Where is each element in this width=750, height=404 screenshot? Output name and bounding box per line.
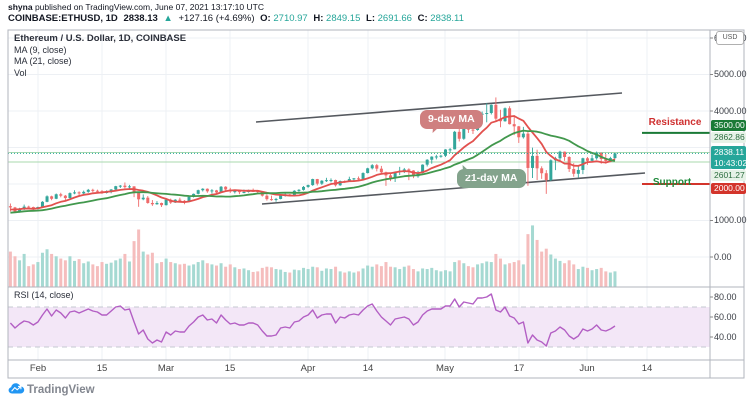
tradingview-brand[interactable]: TradingView	[27, 384, 95, 396]
rsi-legend: RSI (14, close)	[14, 290, 74, 300]
ma21-callout: 21-day MA	[457, 169, 526, 188]
currency-toggle-button[interactable]: USD	[716, 31, 744, 45]
chart-title: Ethereum / U.S. Dollar, 1D, COINBASE	[14, 33, 187, 44]
price-axis-label: 4000.00	[714, 105, 747, 116]
resistance-price-badge: 3500.00	[711, 120, 746, 131]
tradingview-logo-icon[interactable]	[8, 382, 25, 397]
current-price-badge: 2838.11 10:43:02	[711, 146, 748, 169]
ma9-callout: 9-day MA	[420, 110, 483, 129]
high-label: H:	[313, 13, 324, 24]
bar-countdown: 10:43:02	[714, 157, 748, 168]
time-axis-label: 14	[362, 363, 374, 374]
rsi-axis-label: 40.00	[714, 331, 737, 342]
time-axis-label: Feb	[29, 363, 47, 374]
alert-high-price-badge: 2862.86	[711, 132, 746, 143]
publish-text: published on TradingView.com, June 07, 2…	[32, 2, 264, 12]
main-pane-legend: Ethereum / U.S. Dollar, 1D, COINBASE MA …	[14, 33, 186, 79]
rsi-axis-label: 60.00	[714, 311, 737, 322]
resistance-label: Resistance	[648, 117, 702, 128]
time-axis-label: May	[436, 363, 454, 374]
rsi-axis-label: 80.00	[714, 291, 737, 302]
close-label: C:	[417, 13, 428, 24]
time-axis-label: 15	[224, 363, 236, 374]
low-value: 2691.66	[377, 13, 412, 24]
publish-info: shyna published on TradingView.com, June…	[8, 2, 264, 12]
low-label: L:	[366, 13, 375, 24]
time-axis-label: 14	[641, 363, 653, 374]
symbol-name: COINBASE:ETHUSD, 1D	[8, 13, 118, 24]
price-axis-label: 5000.00	[714, 69, 747, 79]
current-price-value: 2838.11	[714, 147, 745, 157]
symbol-header: COINBASE:ETHUSD, 1D 2838.13 ▲ +127.16 (+…	[8, 13, 467, 24]
open-label: O:	[260, 13, 271, 24]
author-name: shyna	[8, 2, 33, 12]
last-price: 2838.13	[123, 13, 158, 24]
time-axis-label: Mar	[157, 363, 175, 374]
time-axis-label: Apr	[300, 363, 316, 374]
alert-low-price-badge: 2601.27	[711, 170, 746, 181]
close-value: 2838.11	[430, 13, 464, 24]
ma21-legend: MA (21, close)	[14, 56, 72, 66]
price-axis-label: 0.00	[714, 251, 732, 262]
price-axis-label: 1000.00	[714, 215, 747, 225]
high-value: 2849.15	[326, 13, 361, 24]
support-label: Support	[652, 177, 692, 188]
volume-legend: Vol	[14, 67, 27, 78]
up-arrow-icon: ▲	[163, 13, 173, 24]
time-axis-label: 17	[513, 363, 525, 374]
ma9-legend: MA (9, close)	[14, 44, 67, 55]
price-change: +127.16 (+4.69%)	[178, 13, 255, 24]
support-price-badge: 2000.00	[711, 183, 746, 194]
time-axis-label: 15	[96, 363, 108, 374]
time-axis-label: Jun	[579, 363, 595, 374]
open-value: 2710.97	[273, 13, 308, 24]
